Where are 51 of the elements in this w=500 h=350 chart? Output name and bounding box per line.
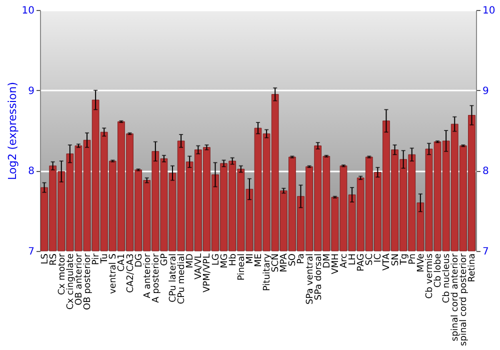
- y2-tick-label: 10: [482, 6, 496, 16]
- x-tick-label: Tg: [399, 254, 410, 266]
- x-tick-label: MG: [220, 253, 230, 268]
- x-tick-label: Cx motor: [57, 253, 68, 295]
- x-tick-label: OB anterior: [74, 253, 84, 306]
- x-tick-label: LS: [40, 253, 50, 264]
- x-tick-label: spinal cord posterior: [459, 253, 470, 346]
- x-tick-label: CA2/CA3: [126, 254, 136, 293]
- x-tick-label: Pa: [296, 254, 307, 264]
- x-tick-label: Retina: [468, 254, 478, 282]
- x-tick-label: Cb lobe: [434, 253, 444, 288]
- x-tick-label: LG: [211, 253, 222, 266]
- x-tick-label: MI: [245, 254, 256, 264]
- x-tick-label: MD: [186, 253, 196, 268]
- x-tick-label: GP: [160, 252, 170, 266]
- x-tick-label: OB posterior: [83, 253, 94, 310]
- x-tick-label: Pituitary: [262, 252, 273, 292]
- x-tick-label: ME: [254, 253, 264, 267]
- y-tick-label: 8: [28, 166, 34, 178]
- x-tick-label: MVe: [416, 253, 426, 272]
- x-tick-label: SPa ventral: [305, 254, 316, 304]
- x-tick-label: VPM/VPL: [202, 254, 213, 292]
- x-tick-label: VTA: [382, 252, 392, 271]
- x-tick-label: VMH: [330, 254, 341, 274]
- x-tick-label: A posterior: [151, 253, 162, 303]
- y2-tick-label: 8: [482, 166, 489, 178]
- y-tick-label: 9: [28, 86, 34, 97]
- x-tick-label: Pir: [92, 253, 102, 265]
- x-tick-label: IC: [374, 254, 384, 262]
- x-tick-label: SO: [288, 254, 298, 266]
- x-tick-label: DG: [134, 253, 144, 268]
- y-tick-label: 10: [22, 6, 34, 16]
- x-tick-label: SN: [390, 254, 401, 266]
- x-tick-label: SPa dorsal: [314, 254, 324, 300]
- x-tick-label: A anterior: [142, 253, 153, 298]
- x-tick-label: Cx cingulate: [66, 253, 76, 310]
- x-tick-label: Arc: [339, 253, 350, 268]
- x-tick-label: Cb vermis: [424, 253, 435, 299]
- y2-tick-label: 7: [482, 246, 489, 258]
- x-tick-label: CPu medial: [177, 254, 188, 304]
- x-tick-label: VA/VL: [194, 254, 204, 280]
- x-tick-label: RS: [48, 253, 59, 266]
- x-tick-label: Pn: [408, 254, 418, 264]
- y2-tick-label: 9: [482, 86, 489, 97]
- y-tick-label: 7: [28, 246, 34, 258]
- y-axis-title: Log2 (expression): [6, 82, 19, 180]
- x-tick-label: Pineal: [236, 254, 247, 280]
- x-tick-label: CA1: [117, 254, 128, 272]
- x-tick-label: DM: [322, 254, 332, 268]
- x-tick-label: SCN: [271, 254, 282, 272]
- x-tick-label: Hb: [228, 253, 238, 266]
